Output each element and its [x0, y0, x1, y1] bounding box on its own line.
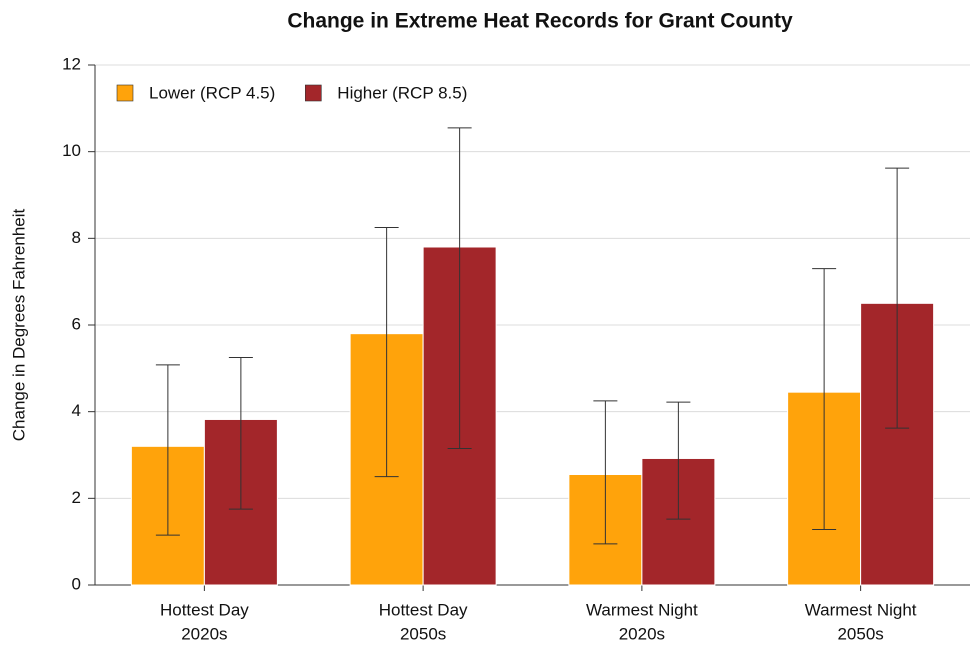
- x-tick-label: Warmest Night: [805, 600, 917, 619]
- legend-swatch: [304, 84, 322, 102]
- x-tick-label: Warmest Night: [586, 600, 698, 619]
- x-tick-label: 2020s: [619, 624, 665, 643]
- x-tick-label: 2020s: [181, 624, 227, 643]
- y-tick-label: 0: [72, 574, 81, 593]
- y-tick-label: 10: [62, 141, 81, 160]
- x-tick-label: Hottest Day: [160, 600, 249, 619]
- x-tick-label: Hottest Day: [379, 600, 468, 619]
- x-tick-label: 2050s: [400, 624, 446, 643]
- legend-label: Lower (RCP 4.5): [149, 83, 275, 102]
- y-tick-label: 8: [72, 228, 81, 247]
- legend-label: Higher (RCP 8.5): [337, 83, 467, 102]
- legend-swatch: [116, 84, 134, 102]
- y-axis-label: Change in Degrees Fahrenheit: [9, 208, 28, 441]
- y-tick-label: 2: [72, 488, 81, 507]
- y-tick-label: 4: [72, 401, 81, 420]
- y-tick-label: 12: [62, 54, 81, 73]
- chart-title: Change in Extreme Heat Records for Grant…: [287, 10, 793, 33]
- x-tick-label: 2050s: [837, 624, 883, 643]
- y-tick-label: 6: [72, 314, 81, 333]
